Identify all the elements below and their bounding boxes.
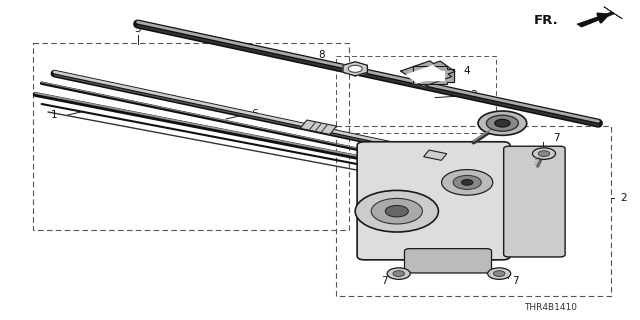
Polygon shape <box>343 62 367 76</box>
FancyBboxPatch shape <box>357 142 510 260</box>
Polygon shape <box>577 7 622 27</box>
Polygon shape <box>401 61 455 87</box>
Circle shape <box>355 190 438 232</box>
Polygon shape <box>413 66 454 84</box>
Circle shape <box>371 198 422 224</box>
Text: 4: 4 <box>464 66 470 76</box>
Circle shape <box>486 115 518 131</box>
Polygon shape <box>424 150 447 160</box>
Circle shape <box>532 148 556 159</box>
Circle shape <box>387 268 410 279</box>
Polygon shape <box>406 66 444 83</box>
Circle shape <box>461 180 473 185</box>
Circle shape <box>538 151 550 156</box>
Circle shape <box>478 111 527 135</box>
Circle shape <box>495 119 510 127</box>
Text: 3: 3 <box>470 90 477 100</box>
FancyBboxPatch shape <box>404 249 492 273</box>
Polygon shape <box>416 71 444 80</box>
Text: 7: 7 <box>554 133 560 143</box>
Circle shape <box>393 271 404 276</box>
Text: FR.: FR. <box>533 14 558 27</box>
Text: 5: 5 <box>134 24 141 34</box>
Circle shape <box>442 170 493 195</box>
Circle shape <box>453 175 481 189</box>
Polygon shape <box>300 120 337 134</box>
Circle shape <box>488 268 511 279</box>
Text: THR4B1410: THR4B1410 <box>524 303 577 312</box>
Text: 1: 1 <box>51 110 58 120</box>
Circle shape <box>493 271 505 276</box>
Text: 7: 7 <box>512 276 518 286</box>
Circle shape <box>348 65 362 72</box>
FancyBboxPatch shape <box>504 146 565 257</box>
Circle shape <box>385 205 408 217</box>
Text: 2: 2 <box>621 193 627 204</box>
Text: 8: 8 <box>318 50 324 60</box>
Text: 7: 7 <box>381 276 387 286</box>
Text: 6: 6 <box>252 108 258 119</box>
